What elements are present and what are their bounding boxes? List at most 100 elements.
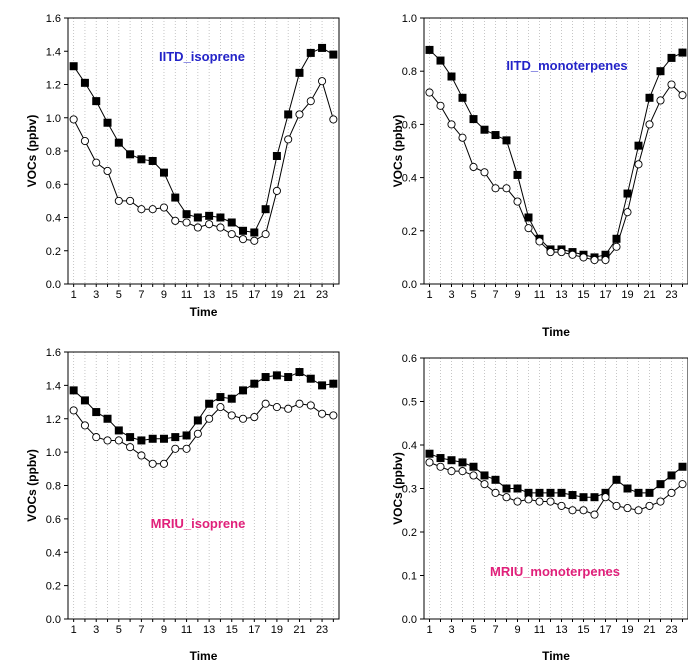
data-point-circle xyxy=(502,184,511,193)
data-point-square xyxy=(491,131,500,140)
series-line xyxy=(429,453,683,498)
x-tick-label: 5 xyxy=(470,289,476,301)
y-tick-label: 0.2 xyxy=(402,226,417,238)
y-tick-label: 0.8 xyxy=(46,146,61,158)
data-point-square xyxy=(148,156,157,165)
y-tick-label: 0.5 xyxy=(402,397,417,409)
x-tick-label: 5 xyxy=(470,624,476,636)
data-point-circle xyxy=(447,120,456,129)
data-point-circle xyxy=(436,101,445,110)
data-point-square xyxy=(645,93,654,102)
data-point-square xyxy=(193,213,202,222)
data-point-circle xyxy=(193,429,202,438)
data-point-circle xyxy=(623,504,632,513)
data-point-square xyxy=(137,155,146,164)
x-tick-label: 21 xyxy=(643,289,655,301)
data-point-square xyxy=(227,394,236,403)
data-point-circle xyxy=(295,399,304,408)
x-tick-label: 15 xyxy=(577,624,589,636)
x-tick-label: 13 xyxy=(203,624,215,636)
data-point-circle xyxy=(114,196,123,205)
y-tick-label: 1.4 xyxy=(46,380,61,392)
data-point-circle xyxy=(579,506,588,515)
data-point-square xyxy=(546,488,555,497)
chart-title: MRIU_isoprene xyxy=(151,516,246,531)
series-2 xyxy=(69,77,338,245)
y-tick-label: 0.4 xyxy=(402,173,417,185)
data-point-circle xyxy=(148,459,157,468)
plot-frame xyxy=(423,17,688,285)
data-point-square xyxy=(513,484,522,493)
series-2 xyxy=(425,458,687,519)
data-point-circle xyxy=(513,197,522,206)
data-point-circle xyxy=(557,248,566,257)
data-point-square xyxy=(250,228,259,237)
data-point-circle xyxy=(92,433,101,442)
data-point-circle xyxy=(535,497,544,506)
data-point-circle xyxy=(469,162,478,172)
series-1 xyxy=(69,43,338,237)
x-tick-label: 17 xyxy=(248,289,260,301)
data-point-circle xyxy=(656,96,665,105)
data-point-circle xyxy=(329,411,338,420)
data-point-square xyxy=(623,189,632,198)
y-tick-label: 0.0 xyxy=(402,279,417,291)
data-point-square xyxy=(491,475,500,484)
data-point-circle xyxy=(524,224,533,233)
data-point-circle xyxy=(480,480,489,489)
x-tick-label: 7 xyxy=(492,624,498,636)
data-point-square xyxy=(469,115,478,124)
data-point-circle xyxy=(667,488,676,497)
data-point-square xyxy=(103,118,112,127)
data-point-circle xyxy=(546,248,555,257)
data-point-square xyxy=(425,449,434,458)
plot-frame xyxy=(423,357,688,620)
data-point-square xyxy=(601,488,610,497)
data-point-circle xyxy=(318,77,327,86)
data-point-square xyxy=(469,462,478,471)
data-point-square xyxy=(329,50,338,59)
x-tick-label: 3 xyxy=(93,624,99,636)
data-point-square xyxy=(524,488,533,497)
x-tick-label: 11 xyxy=(181,289,192,301)
series-line xyxy=(429,49,683,258)
data-point-square xyxy=(667,471,676,480)
data-point-square xyxy=(645,488,654,497)
data-point-circle xyxy=(250,236,259,245)
x-tick-label: 13 xyxy=(203,289,215,301)
x-tick-label: 13 xyxy=(555,624,567,636)
y-tick-label: 0.6 xyxy=(46,514,61,526)
plot-frame xyxy=(67,351,340,620)
y-tick-label: 0.0 xyxy=(46,279,61,291)
data-point-circle xyxy=(425,458,434,467)
data-point-circle xyxy=(458,133,467,142)
x-tick-label: 17 xyxy=(599,289,611,301)
data-point-circle xyxy=(80,136,89,146)
y-tick-label: 1.4 xyxy=(46,46,61,58)
series-line xyxy=(73,47,334,234)
data-point-circle xyxy=(159,459,169,468)
x-tick-label: 21 xyxy=(293,289,305,301)
x-tick-label: 23 xyxy=(316,624,328,636)
series-1 xyxy=(425,449,687,502)
data-point-circle xyxy=(535,237,544,246)
x-tick-label: 9 xyxy=(161,289,167,301)
y-axis-title: VOCs (ppbv) xyxy=(25,115,39,188)
y-tick-label: 0.6 xyxy=(402,119,417,131)
chart-title: IITD_monoterpenes xyxy=(506,58,627,73)
data-point-circle xyxy=(447,467,456,476)
data-point-circle xyxy=(137,451,146,460)
data-point-square xyxy=(205,211,214,220)
y-tick-label: 0.0 xyxy=(46,614,61,626)
y-tick-label: 1.6 xyxy=(46,347,61,359)
x-tick-label: 11 xyxy=(181,624,192,636)
x-tick-label: 3 xyxy=(448,289,454,301)
data-point-square xyxy=(126,150,135,159)
data-point-circle xyxy=(579,253,588,262)
data-point-square xyxy=(261,205,270,214)
y-tick-label: 0.6 xyxy=(46,179,61,191)
y-tick-label: 0.8 xyxy=(402,66,417,78)
x-tick-label: 19 xyxy=(621,624,633,636)
x-tick-label: 21 xyxy=(643,624,655,636)
series-1 xyxy=(425,45,687,262)
